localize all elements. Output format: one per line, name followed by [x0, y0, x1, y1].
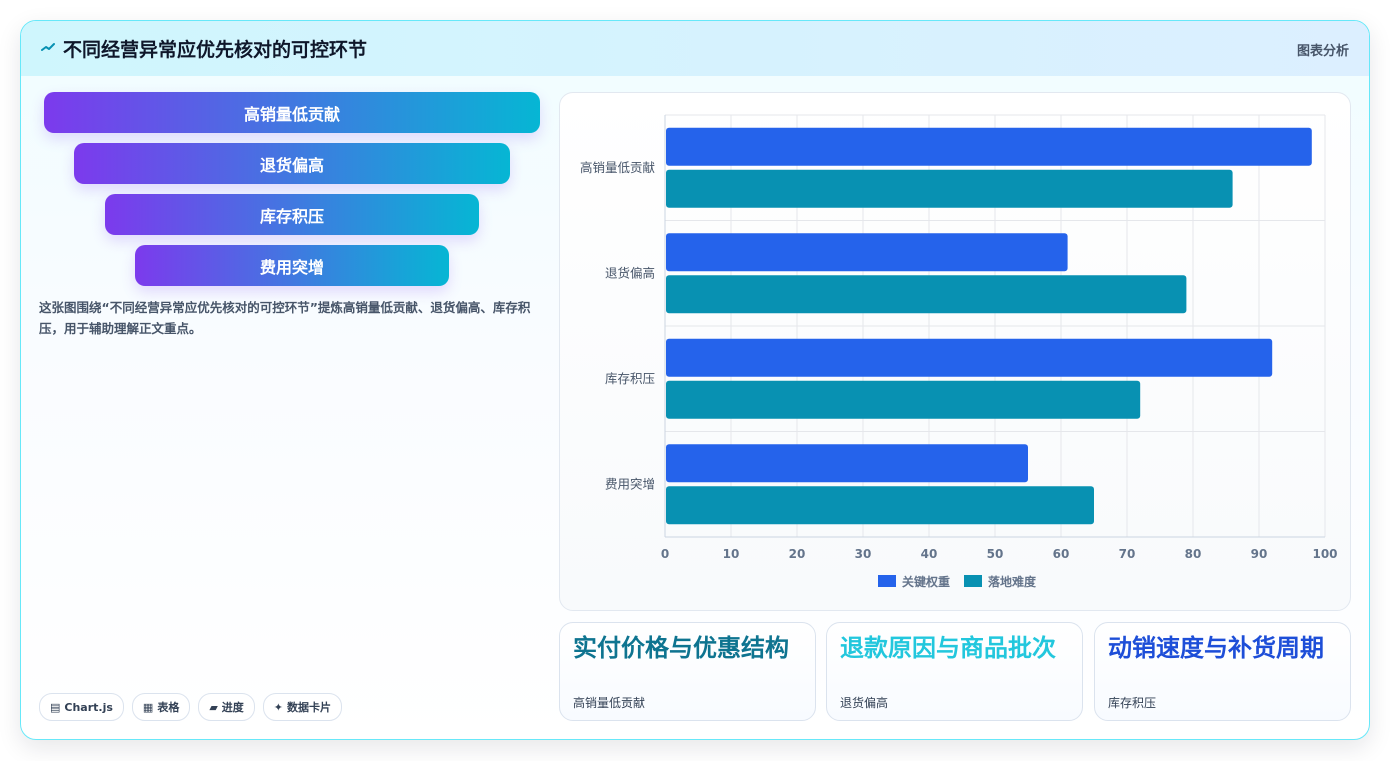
legend-label: 落地难度	[988, 574, 1037, 589]
y-tick-label: 费用突增	[605, 476, 655, 491]
card-title: 动销速度与补货周期	[1108, 634, 1324, 662]
x-tick-label: 60	[1053, 547, 1070, 561]
chart-icon: ▤	[50, 700, 61, 714]
x-tick-label: 30	[855, 547, 872, 561]
funnel-step-label: 费用突增	[259, 257, 324, 277]
chip-table[interactable]: ▦ 表格	[131, 693, 191, 721]
insight-card: 实付价格与优惠结构 高销量低贡献	[559, 622, 816, 721]
chip-label: Chart.js	[64, 700, 113, 714]
section-tag: 图表分析	[1296, 44, 1349, 59]
card-subtitle: 库存积压	[1108, 696, 1157, 710]
legend-swatch	[964, 575, 982, 587]
chip-label: 进度	[221, 701, 244, 714]
chip-data-card[interactable]: ✦ 数据卡片	[262, 693, 343, 721]
bar	[666, 486, 1094, 525]
tool-chips: ▤ Chart.js ▦ 表格 ▰ 进度 ✦ 数据卡片	[39, 693, 343, 721]
bar	[666, 169, 1233, 208]
bar-chart: 0 10 20 30 40 50 60 70 80 90 100 高销量低贡献退货偏高库存积压费用突增…	[580, 114, 1338, 589]
header-bar: 不同经营异常应优先核对的可控环节 图表分析	[21, 21, 1369, 76]
funnel-step: 高销量低贡献	[44, 92, 540, 133]
x-tick-label: 80	[1185, 547, 1202, 561]
card-subtitle: 退货偏高	[840, 696, 889, 710]
funnel-step-label: 退货偏高	[259, 155, 324, 175]
y-tick-label: 高销量低贡献	[580, 160, 655, 175]
main-card: 不同经营异常应优先核对的可控环节 图表分析 高销量低贡献 退货偏高 库存积压 费…	[20, 20, 1370, 740]
bar	[666, 275, 1187, 314]
bar	[666, 233, 1068, 272]
x-tick-label: 70	[1119, 547, 1136, 561]
progress-icon: ▰	[209, 700, 218, 714]
chart-description: 这张图围绕“不同经营异常应优先核对的可控环节”提炼高销量低贡献、退货偏高、库存积…	[39, 300, 531, 336]
chip-progress[interactable]: ▰ 进度	[198, 693, 255, 721]
funnel-step: 退货偏高	[74, 143, 510, 184]
funnel-step: 费用突增	[135, 245, 449, 286]
x-tick-label: 40	[921, 547, 938, 561]
insight-card: 退款原因与商品批次 退货偏高	[826, 622, 1083, 721]
y-tick-label: 退货偏高	[605, 265, 655, 280]
funnel-step-label: 库存积压	[259, 206, 324, 226]
card-title: 退款原因与商品批次	[840, 634, 1056, 662]
trend-icon	[41, 43, 55, 51]
chip-label: 表格	[157, 701, 180, 714]
table-icon: ▦	[142, 700, 154, 714]
legend-label: 关键权重	[902, 574, 950, 589]
x-tick-label: 100	[1312, 547, 1337, 561]
card-title: 实付价格与优惠结构	[573, 634, 789, 662]
legend-swatch	[878, 575, 896, 587]
x-tick-label: 0	[661, 547, 669, 561]
page-title: 不同经营异常应优先核对的可控环节	[63, 39, 368, 61]
chip-label: 数据卡片	[287, 701, 332, 714]
x-tick-label: 50	[987, 547, 1004, 561]
y-tick-label: 库存积压	[605, 371, 655, 386]
x-tick-label: 10	[723, 547, 740, 561]
bar	[666, 127, 1312, 166]
x-tick-label: 20	[789, 547, 806, 561]
bar	[666, 338, 1273, 377]
x-tick-label: 90	[1251, 547, 1268, 561]
sparkle-icon: ✦	[273, 700, 284, 714]
bar	[666, 380, 1141, 419]
chip-chartjs[interactable]: ▤ Chart.js	[39, 693, 124, 721]
bar	[666, 444, 1028, 483]
insight-card: 动销速度与补货周期 库存积压	[1094, 622, 1351, 721]
chart-panel: 0 10 20 30 40 50 60 70 80 90 100 高销量低贡献退货偏高库存积压费用突增…	[559, 92, 1351, 611]
funnel-step-label: 高销量低贡献	[243, 104, 340, 124]
card-subtitle: 高销量低贡献	[573, 696, 646, 710]
funnel-step: 库存积压	[105, 194, 479, 235]
